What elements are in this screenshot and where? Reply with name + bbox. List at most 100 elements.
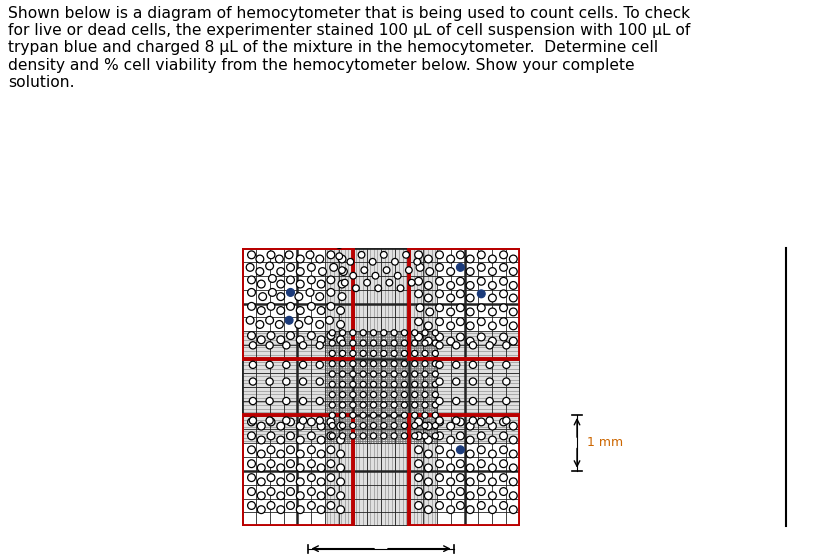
Circle shape xyxy=(414,258,421,265)
Circle shape xyxy=(266,397,273,404)
Circle shape xyxy=(360,350,366,356)
Circle shape xyxy=(371,371,377,377)
Circle shape xyxy=(447,464,455,472)
Circle shape xyxy=(503,341,510,349)
Circle shape xyxy=(317,280,325,288)
Circle shape xyxy=(295,292,302,300)
Circle shape xyxy=(340,392,346,398)
Circle shape xyxy=(327,331,335,339)
Circle shape xyxy=(360,433,366,439)
Circle shape xyxy=(371,392,377,398)
Circle shape xyxy=(436,397,443,404)
Circle shape xyxy=(500,304,508,311)
Circle shape xyxy=(283,417,290,424)
Circle shape xyxy=(478,473,485,481)
Circle shape xyxy=(267,418,275,426)
Circle shape xyxy=(435,418,443,426)
Circle shape xyxy=(478,317,485,325)
Circle shape xyxy=(340,422,346,429)
Circle shape xyxy=(297,492,304,500)
Circle shape xyxy=(337,464,345,472)
Circle shape xyxy=(456,317,465,325)
Circle shape xyxy=(447,450,455,458)
Circle shape xyxy=(317,422,325,430)
Circle shape xyxy=(488,308,496,316)
Circle shape xyxy=(500,501,508,509)
Circle shape xyxy=(297,280,304,288)
Circle shape xyxy=(307,276,315,284)
Circle shape xyxy=(329,381,335,387)
Circle shape xyxy=(509,267,518,275)
Circle shape xyxy=(391,350,397,356)
Circle shape xyxy=(447,506,455,514)
Circle shape xyxy=(469,378,477,385)
Circle shape xyxy=(425,436,432,444)
Circle shape xyxy=(305,316,312,324)
Circle shape xyxy=(307,473,315,481)
Circle shape xyxy=(425,294,432,302)
Circle shape xyxy=(466,422,474,430)
Circle shape xyxy=(425,281,432,289)
Circle shape xyxy=(500,251,508,258)
Circle shape xyxy=(360,402,366,408)
Circle shape xyxy=(287,432,294,439)
Circle shape xyxy=(408,279,415,286)
Circle shape xyxy=(340,267,347,275)
Circle shape xyxy=(248,276,255,284)
Circle shape xyxy=(401,350,408,356)
Circle shape xyxy=(500,446,508,453)
Circle shape xyxy=(469,341,477,349)
Circle shape xyxy=(327,446,335,453)
Circle shape xyxy=(275,255,284,263)
Circle shape xyxy=(249,397,257,404)
Circle shape xyxy=(415,432,422,439)
Circle shape xyxy=(277,450,284,458)
Circle shape xyxy=(435,251,443,258)
Circle shape xyxy=(381,433,387,439)
Circle shape xyxy=(456,277,465,285)
Circle shape xyxy=(478,460,485,467)
Circle shape xyxy=(432,422,438,429)
Circle shape xyxy=(287,276,294,284)
Circle shape xyxy=(327,276,335,284)
Circle shape xyxy=(488,255,496,263)
Circle shape xyxy=(447,322,455,330)
Circle shape xyxy=(258,464,265,472)
Circle shape xyxy=(403,251,409,258)
Circle shape xyxy=(307,446,315,453)
Circle shape xyxy=(339,267,346,273)
Circle shape xyxy=(248,473,255,481)
Circle shape xyxy=(268,275,276,282)
Circle shape xyxy=(285,316,293,324)
Circle shape xyxy=(249,378,257,385)
Circle shape xyxy=(401,330,408,336)
Circle shape xyxy=(287,488,294,496)
Circle shape xyxy=(248,446,255,453)
Circle shape xyxy=(267,501,275,509)
Circle shape xyxy=(381,350,387,356)
Circle shape xyxy=(391,392,397,398)
Circle shape xyxy=(338,280,346,288)
Circle shape xyxy=(340,350,346,356)
Circle shape xyxy=(391,402,397,408)
Circle shape xyxy=(391,433,397,439)
Circle shape xyxy=(466,337,474,345)
Circle shape xyxy=(360,392,366,398)
Circle shape xyxy=(425,478,432,486)
Circle shape xyxy=(435,277,443,285)
Circle shape xyxy=(337,506,345,514)
Circle shape xyxy=(412,412,418,418)
Circle shape xyxy=(317,436,325,444)
Circle shape xyxy=(297,450,304,458)
Circle shape xyxy=(478,277,485,285)
Circle shape xyxy=(336,253,342,260)
Circle shape xyxy=(425,322,432,330)
Circle shape xyxy=(277,292,284,300)
Circle shape xyxy=(394,272,401,279)
Circle shape xyxy=(509,422,518,430)
Circle shape xyxy=(266,341,273,349)
Circle shape xyxy=(266,262,274,270)
Circle shape xyxy=(422,433,428,439)
Circle shape xyxy=(317,450,325,458)
Circle shape xyxy=(306,289,314,296)
